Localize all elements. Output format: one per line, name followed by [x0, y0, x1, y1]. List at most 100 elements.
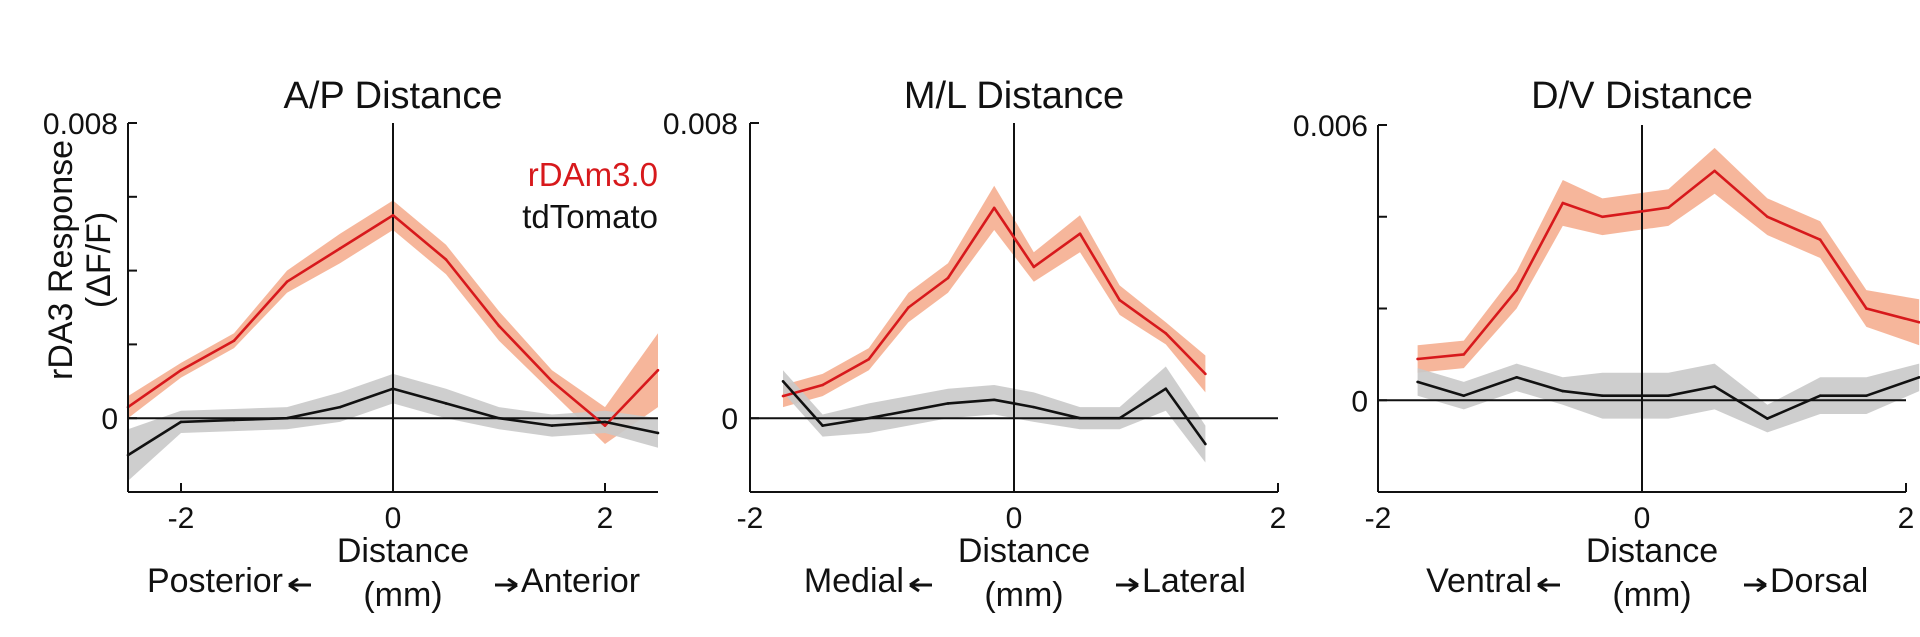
- rdam3-data-point: [285, 280, 289, 283]
- x-axis-label-line1: Distance: [1586, 532, 1718, 570]
- left-arrow-icon: [1537, 577, 1560, 593]
- x-axis-label-line1: Distance: [337, 532, 469, 570]
- tdtomato-data-point: [603, 420, 607, 424]
- rdam3-data-point: [444, 258, 448, 261]
- x-axis-label-line2: (mm): [1612, 576, 1691, 614]
- tdtomato-data-point: [1164, 387, 1168, 390]
- x-tick-label: 2: [1898, 502, 1915, 535]
- rdam3-data-point: [391, 213, 395, 217]
- tdtomato-error-band: [1417, 363, 1920, 433]
- tdtomato-data-point: [1118, 416, 1121, 420]
- rdam3-data-point: [656, 368, 660, 372]
- x-tick-label: 2: [597, 502, 614, 535]
- tdtomato-data-point: [656, 431, 660, 435]
- x-tick-label: 0: [1634, 502, 1651, 535]
- y-tick-label: 0: [1351, 385, 1368, 418]
- y-tick-label: 0.006: [1293, 110, 1368, 143]
- legend-tdtomato: tdTomato: [522, 198, 658, 235]
- rdam3-data-point: [1118, 298, 1121, 302]
- rdam3-data-point: [338, 247, 342, 250]
- rdam3-data-point: [992, 206, 996, 210]
- panel-ml-distance: M/L Distance 0 0.008 -2 0 2 Distance (mm) Medial…: [663, 75, 1286, 614]
- left-direction-label: Posterior: [147, 562, 283, 600]
- tdtomato-data-point: [1667, 394, 1670, 397]
- rdam3-data-point: [781, 394, 785, 398]
- rdam3-data-point: [550, 380, 554, 383]
- x-tick-label: 0: [1006, 502, 1023, 535]
- y-axis-label-line1: rDA3 Response: [42, 140, 80, 380]
- x-axis-label-line2: (mm): [984, 576, 1063, 614]
- panel-title: D/V Distance: [1531, 75, 1753, 117]
- tdtomato-data-point: [1515, 376, 1518, 379]
- tdtomato-data-point: [1865, 394, 1868, 397]
- left-direction-label: Ventral: [1426, 562, 1532, 600]
- rdam3-data-point: [867, 357, 871, 361]
- x-tick-label: -2: [1365, 502, 1392, 535]
- right-direction-label: Lateral: [1142, 562, 1246, 600]
- x-tick-label: 2: [1270, 502, 1287, 535]
- rdam3-data-point: [1561, 201, 1565, 205]
- tdtomato-data-point: [1766, 417, 1769, 420]
- tdtomato-data-point: [1416, 380, 1419, 384]
- x-axis-label-line1: Distance: [958, 532, 1090, 570]
- rdam3-data-point: [497, 324, 501, 328]
- y-tick-label: 0.008: [43, 108, 118, 141]
- x-tick-label: -2: [168, 502, 195, 535]
- tdtomato-error-band: [783, 366, 1206, 463]
- right-arrow-icon: [495, 577, 518, 593]
- y-tick-label: 0.008: [663, 108, 738, 141]
- right-arrow-icon: [1744, 577, 1767, 593]
- panel-title: A/P Distance: [284, 75, 503, 117]
- y-tick-label: 0: [721, 403, 738, 436]
- tdtomato-data-point: [232, 418, 236, 422]
- rdam3-data-point: [1462, 353, 1466, 356]
- rdam3-data-point: [946, 276, 950, 280]
- panel-title: M/L Distance: [904, 75, 1124, 117]
- legend-rdam3: rDAm3.0: [528, 156, 658, 193]
- left-direction-label: Medial: [804, 562, 904, 600]
- rdam3-data-point: [1204, 372, 1207, 376]
- tdtomato-data-point: [1917, 376, 1920, 379]
- tdtomato-data-point: [946, 402, 950, 405]
- left-arrow-icon: [909, 577, 932, 593]
- right-direction-label: Anterior: [521, 562, 640, 600]
- tdtomato-data-point: [1818, 394, 1822, 397]
- tdtomato-data-point: [391, 387, 395, 390]
- rdam3-data-point: [821, 383, 824, 387]
- tdtomato-data-point: [1601, 394, 1604, 397]
- rdam3-data-point: [1032, 265, 1036, 269]
- tdtomato-data-point: [1713, 385, 1716, 388]
- rdam3-data-point: [1766, 215, 1769, 219]
- tdtomato-data-point: [907, 409, 910, 413]
- tdtomato-data-point: [1462, 394, 1466, 397]
- rdam3-data-point: [1515, 288, 1518, 292]
- tdtomato-data-point: [338, 405, 342, 409]
- right-arrow-icon: [1116, 577, 1139, 593]
- tdtomato-data-point: [867, 416, 871, 420]
- rdam3-data-point: [1865, 307, 1868, 310]
- tdtomato-data-point: [550, 424, 554, 427]
- y-tick-label: 0: [101, 403, 118, 436]
- rdam3-data-point: [1601, 215, 1604, 219]
- rdam3-data-point: [1667, 206, 1670, 209]
- rdam3-error-band: [1417, 147, 1920, 373]
- x-axis-label-line2: (mm): [363, 576, 442, 614]
- tdtomato-data-point: [1561, 389, 1565, 393]
- tdtomato-data-point: [992, 398, 996, 402]
- rdam3-data-point: [603, 424, 607, 427]
- rdam3-data-point: [1078, 232, 1082, 235]
- tdtomato-data-point: [821, 424, 824, 427]
- rdam3-data-point: [1713, 169, 1716, 173]
- y-axis-label-line2: (ΔF/F): [80, 212, 118, 308]
- right-direction-label: Dorsal: [1770, 562, 1868, 600]
- rdam3-data-point: [1164, 332, 1168, 335]
- x-tick-label: 0: [385, 502, 402, 535]
- panel-dv-distance: D/V Distance 0 0.006 -2 0 2 Distance (mm) Ventra…: [1293, 75, 1920, 614]
- rdam3-data-point: [179, 368, 183, 372]
- rdam3-data-point: [1917, 320, 1920, 324]
- tdtomato-data-point: [1032, 405, 1036, 409]
- x-tick-label: -2: [737, 502, 764, 535]
- tdtomato-data-point: [1078, 416, 1082, 420]
- tdtomato-data-point: [497, 416, 501, 420]
